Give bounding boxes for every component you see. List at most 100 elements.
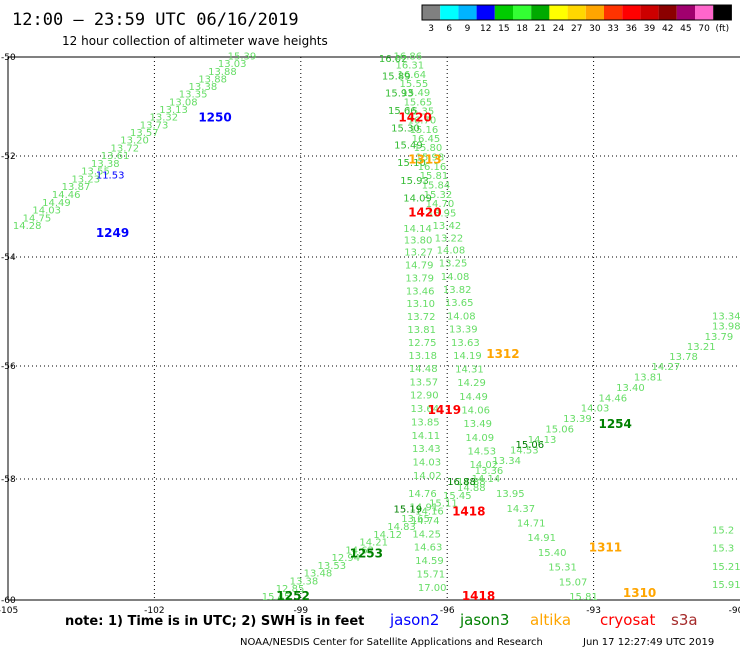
colorbar-label: 6 (446, 24, 452, 34)
figure-title: 12:00 – 23:59 UTC 06/16/2019 (12, 10, 299, 30)
wave-height-value: 16.45 (412, 134, 441, 145)
wave-height-value: 14.08 (447, 311, 476, 322)
wave-height-value: 15.3 (712, 544, 734, 555)
colorbar-swatch (549, 5, 568, 20)
wave-height-value: 13.43 (412, 444, 441, 455)
wave-height-value: 13.49 (463, 419, 492, 430)
wave-height-value: 13.98 (712, 322, 740, 333)
wave-height-value: 13.87 (62, 182, 91, 193)
colorbar-swatch (458, 5, 477, 20)
wave-height-value: 14.76 (408, 489, 437, 500)
wave-height-value: 13.95 (496, 489, 525, 500)
wave-height-value: 12.94 (331, 553, 360, 564)
colorbar-label: 15 (498, 24, 509, 34)
wave-height-value: 14.08 (441, 272, 470, 283)
footer-timestamp: Jun 17 12:27:49 UTC 2019 (582, 637, 714, 648)
wave-height-value: 15.2 (712, 525, 734, 536)
wave-height-value: 14.49 (459, 392, 488, 403)
wave-height-value: 13.55 (81, 167, 110, 178)
wave-height-value: 12.90 (410, 391, 439, 402)
wave-height-value: 13.82 (443, 285, 472, 296)
wave-height-value: 14.13 (528, 435, 557, 446)
wave-height-value: 13.81 (634, 372, 663, 383)
pass-label: 1312 (486, 347, 519, 361)
wave-height-value: 14.11 (411, 431, 440, 442)
wave-height-value: 13.25 (439, 259, 468, 270)
pass-label: 1420 (398, 110, 431, 124)
wave-height-value: 14.74 (411, 516, 440, 527)
pass-label: 1253 (350, 547, 383, 561)
wave-height-value: 13.42 (433, 221, 462, 232)
wave-height-value: 13.21 (687, 342, 716, 353)
colorbar-swatch (604, 5, 623, 20)
pass-label: 1254 (598, 417, 631, 431)
wave-height-value: 14.03 (581, 404, 610, 415)
colorbar-swatch (513, 5, 532, 20)
wave-height-value: 14.37 (506, 504, 535, 515)
wave-height-value: 13.63 (451, 338, 480, 349)
wave-height-value: 15.10 (397, 158, 426, 169)
colorbar-swatch (494, 5, 513, 20)
lat-tick-label: -50 (1, 53, 16, 63)
wave-height-value: 14.63 (414, 543, 443, 554)
wave-height-value: 15.35 (406, 107, 435, 118)
wave-height-value: 13.61 (101, 151, 130, 162)
wave-height-value: 14.14 (472, 474, 501, 485)
legend-cryosat: cryosat (600, 611, 655, 629)
wave-height-value: 15.55 (400, 79, 429, 90)
wave-height-value: 16.31 (396, 61, 425, 72)
pass-label: 15.19 (394, 504, 423, 515)
wave-height-value: 14.31 (455, 364, 484, 375)
track-pass-1418: 14.76 14.91 14.74 14.25 14.63 14.59 15.71 17.00 (408, 489, 446, 594)
colorbar-label: 12 (480, 24, 491, 34)
wave-height-value: 13.65 (445, 298, 474, 309)
colorbar-label: 42 (662, 24, 673, 34)
wave-height-value: 13.39 (563, 414, 592, 425)
colorbar-swatch (476, 5, 495, 20)
wave-height-value: 14.62 (345, 545, 374, 556)
lon-tick-label: -99 (293, 606, 308, 616)
wave-height-value: 13.40 (616, 383, 645, 394)
pass-label: 1418 (452, 504, 485, 518)
wave-height-value: 13.85 (411, 417, 440, 428)
legend-altika: altika (530, 611, 571, 629)
wave-height-value: 15.49 (394, 141, 423, 152)
wave-height-value: 14.28 (13, 221, 42, 232)
track-pass-1249: 14.2814.7514.0314.4914.4613.8713.2313.55… (13, 51, 256, 232)
wave-height-value: 13.88 (208, 67, 237, 78)
wave-height-value: 13.64 (410, 404, 439, 415)
wave-height-value: 13.48 (304, 569, 333, 580)
lat-lon-grid (7, 56, 740, 601)
wave-height-value: 13.38 (91, 159, 120, 170)
lat-tick-label: -58 (1, 475, 16, 485)
wave-height-value: 13.35 (179, 90, 208, 101)
wave-height-value: 14.88 (457, 483, 486, 494)
legend-jason3: jason3 (459, 611, 509, 629)
wave-height-value: 15.40 (538, 548, 567, 559)
colorbar-label: 21 (535, 24, 546, 34)
colorbar-label: 33 (607, 24, 618, 34)
colorbar-label: 24 (553, 24, 565, 34)
colorbar-swatch (713, 5, 732, 20)
colorbar-swatch (440, 5, 459, 20)
wave-height-value: 13.10 (406, 299, 435, 310)
wave-height-value: 14.49 (42, 198, 71, 209)
wave-height-value: 15.91 (712, 580, 740, 591)
wave-height-value: 14.53 (510, 445, 539, 456)
wave-height-value: 15.11 (429, 499, 458, 510)
wave-height-value: 15.81 (420, 171, 449, 182)
wave-height-value: 15.30 (391, 123, 420, 134)
lon-tick-label: -102 (144, 606, 164, 616)
altimeter-tracks: 14.2814.7514.0314.4914.4613.8713.2313.55… (13, 51, 740, 603)
track-pass-1420: 16.8616.3116.6415.5515.4915.6515.3516.70… (394, 51, 457, 219)
wave-height-value: 14.48 (409, 364, 438, 375)
wave-height-value: 13.39 (449, 325, 478, 336)
figure-subtitle: 12 hour collection of altimeter wave hei… (62, 34, 328, 48)
wave-height-value: 13.95 (428, 209, 457, 220)
pass-label: 1419 (428, 403, 461, 417)
colorbar-swatch (531, 5, 550, 20)
wave-height-value: 14.46 (52, 190, 81, 201)
wave-height-value: 13.13 (159, 105, 188, 116)
